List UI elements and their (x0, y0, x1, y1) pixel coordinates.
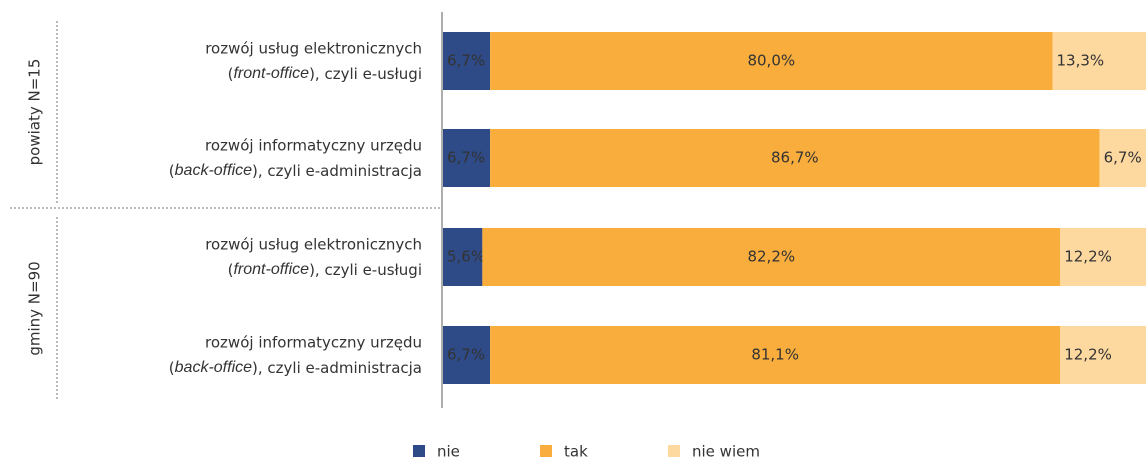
value-label: 80,0% (747, 52, 795, 70)
legend-swatch (413, 445, 425, 457)
category-label-part: back-office (175, 162, 252, 179)
category-label: rozwój usług elektronicznych (205, 40, 422, 58)
category-label: (front-office), czyli e-usługi (228, 65, 422, 83)
value-label: 6,7% (447, 149, 485, 167)
value-label: 81,1% (751, 346, 799, 364)
value-label: 12,2% (1064, 346, 1112, 364)
category-label-part: front-office (233, 261, 309, 278)
value-label: 13,3% (1057, 52, 1105, 70)
bar-segment (443, 32, 491, 90)
legend-swatch (540, 445, 552, 457)
legend-label: tak (564, 443, 588, 461)
bar-segment (443, 228, 483, 286)
group-label: gminy N=90 (26, 261, 44, 355)
category-label-part: ), czyli e-administracja (252, 162, 422, 180)
value-label: 82,2% (747, 248, 795, 266)
category-label: rozwój usług elektronicznych (205, 236, 422, 254)
bar-segment (490, 32, 1053, 90)
value-label: 6,7% (1104, 149, 1142, 167)
category-label: (back-office), czyli e-administracja (169, 359, 422, 377)
bar-segment (1099, 129, 1146, 187)
category-label-part: front-office (233, 65, 309, 82)
bar-segment (1052, 32, 1146, 90)
value-label: 86,7% (771, 149, 819, 167)
category-label: rozwój informatyczny urzędu (205, 334, 422, 352)
bar-segment (1060, 326, 1146, 384)
group-label: powiaty N=15 (26, 59, 44, 166)
bar-segment (1060, 228, 1146, 286)
category-label-part: ), czyli e-usługi (309, 261, 422, 279)
value-label: 5,6% (447, 248, 485, 266)
bar-segment (443, 326, 491, 384)
bar-segment (490, 129, 1100, 187)
category-label: (back-office), czyli e-administracja (169, 162, 422, 180)
legend-swatch (668, 445, 680, 457)
legend-label: nie (437, 443, 460, 461)
category-label-part: back-office (175, 359, 252, 376)
value-label: 6,7% (447, 346, 485, 364)
bar-segment (443, 129, 491, 187)
legend-label: nie wiem (692, 443, 760, 461)
category-label-part: ( (228, 261, 234, 279)
category-label: (front-office), czyli e-usługi (228, 261, 422, 279)
category-label-part: ( (169, 162, 175, 180)
bar-segment (490, 326, 1061, 384)
value-label: 6,7% (447, 52, 485, 70)
category-label-part: ), czyli e-usługi (309, 65, 422, 83)
category-label: rozwój informatyczny urzędu (205, 137, 422, 155)
category-label-part: ( (228, 65, 234, 83)
category-label-part: ), czyli e-administracja (252, 359, 422, 377)
bar-segment (482, 228, 1061, 286)
category-label-part: ( (169, 359, 175, 377)
value-label: 12,2% (1064, 248, 1112, 266)
